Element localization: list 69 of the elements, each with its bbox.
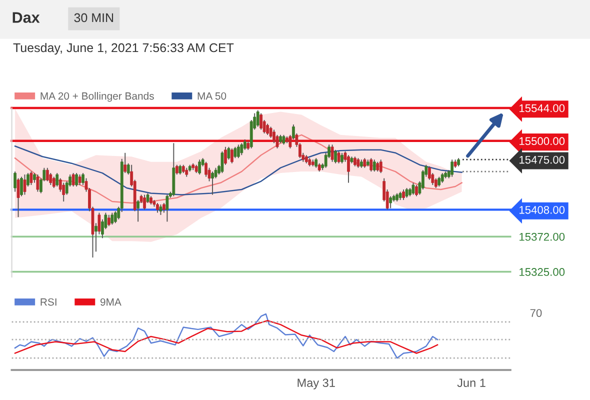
candlestick	[166, 194, 169, 222]
text: Tuesday, June 1, 2021 7:56:33 AM CET	[13, 42, 234, 55]
candlestick	[236, 144, 240, 159]
candlestick	[370, 158, 373, 172]
candlestick	[260, 112, 263, 130]
candlestick	[440, 172, 444, 184]
candlestick	[379, 159, 382, 174]
candlestick	[376, 161, 380, 172]
candlestick	[266, 123, 269, 136]
candlestick	[211, 171, 214, 196]
candlestick	[412, 182, 415, 196]
candlestick	[240, 142, 244, 156]
line-series	[14, 134, 462, 204]
candlestick	[230, 148, 234, 164]
candlestick	[198, 159, 202, 176]
candlestick	[178, 164, 182, 176]
y-tick-label: 15372.00	[520, 232, 565, 241]
candlestick	[220, 150, 224, 174]
chart-subtitle: 30 MIN	[74, 13, 114, 22]
candlestick	[78, 174, 82, 186]
candlestick	[114, 210, 117, 224]
y-tick-label: 15544.00	[520, 104, 565, 112]
candlestick	[23, 174, 26, 196]
candlestick	[450, 159, 454, 178]
candlestick	[46, 167, 49, 182]
candlestick	[389, 196, 392, 209]
y-tick-label: 15500.00	[520, 137, 565, 146]
x-tick-label: May 31	[298, 378, 335, 390]
candlestick	[72, 172, 75, 188]
candlestick	[330, 144, 334, 162]
candlestick	[415, 184, 418, 197]
candlestick	[347, 154, 350, 184]
candlestick	[110, 212, 114, 226]
y-tick-label: 15408.00	[520, 206, 565, 214]
candlestick	[30, 171, 33, 186]
x-tick-label: Jun 1	[457, 378, 486, 388]
line-series	[14, 146, 462, 196]
candlestick	[438, 176, 441, 188]
candlestick	[314, 158, 318, 168]
candlestick	[337, 150, 340, 164]
text: 70	[530, 309, 542, 317]
legend-label: RSI	[40, 298, 56, 306]
candlestick	[36, 174, 40, 192]
candlestick	[340, 152, 344, 164]
legend-label: MA 20 + Bollinger Bands	[40, 92, 154, 102]
candlestick	[124, 152, 127, 174]
candlestick	[162, 202, 166, 214]
candlestick	[143, 194, 146, 210]
candlestick	[354, 156, 356, 167]
y-tick-label: 15475.00	[520, 156, 565, 164]
candlestick	[363, 158, 366, 168]
candlestick	[62, 182, 66, 202]
candlestick	[75, 172, 78, 188]
legend-label: MA 50	[198, 92, 226, 100]
legend-label: 9MA	[100, 298, 122, 306]
candlestick	[159, 204, 162, 216]
candlestick	[94, 222, 98, 252]
candlestick	[107, 214, 110, 227]
candlestick	[372, 159, 376, 172]
candlestick	[204, 161, 208, 178]
candlestick	[52, 176, 56, 188]
chart-title: Dax	[12, 12, 40, 23]
y-tick-label: 15325.00	[520, 268, 565, 276]
candlestick	[405, 188, 408, 198]
candlestick	[282, 134, 286, 146]
candlestick	[256, 110, 260, 128]
candlestick	[156, 202, 159, 214]
candlestick	[356, 158, 360, 168]
candlestick	[402, 189, 405, 200]
